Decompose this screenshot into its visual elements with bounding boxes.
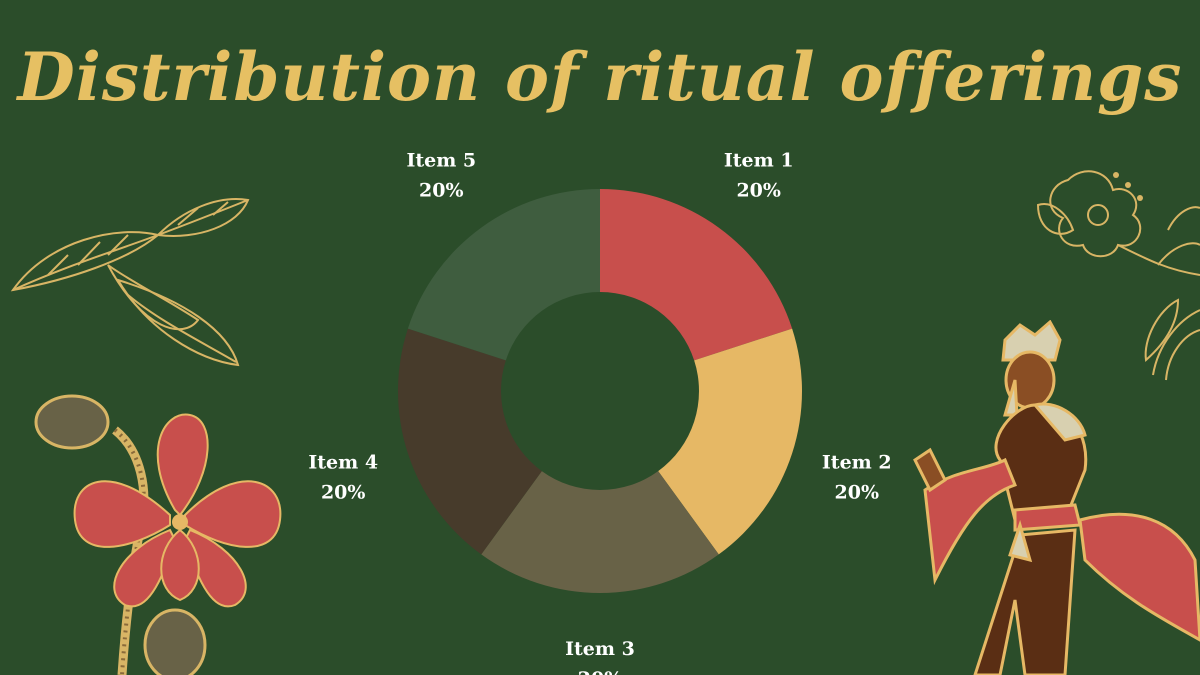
dancer-illustration	[913, 320, 1200, 675]
orchid-icon	[34, 394, 282, 675]
slice-label-4: Item 4	[308, 451, 378, 473]
donut-slice-1	[600, 189, 793, 361]
donut-slice-5	[407, 189, 600, 361]
leaf-branch-icon	[10, 198, 250, 367]
slice-value-2: 20%	[835, 481, 880, 503]
chart-title: Distribution of ritual offerings	[17, 38, 1183, 116]
slice-value-5: 20%	[419, 180, 464, 202]
donut-slice-2	[658, 328, 802, 555]
slice-label-1: Item 1	[724, 150, 794, 172]
slice-label-5: Item 5	[406, 150, 476, 172]
slice-value-1: 20%	[736, 180, 781, 202]
slice-value-4: 20%	[321, 481, 366, 503]
chart-labels: Item 1 20% Item 2 20% Item 3 20% Item 4 20% Item…	[308, 150, 891, 675]
flower-sprig-icon	[1036, 170, 1200, 381]
chart-slices	[398, 189, 802, 593]
donut-slice-4	[398, 328, 542, 555]
slice-value-3: 20%	[578, 668, 623, 675]
donut-slice-3	[481, 471, 719, 593]
slice-label-2: Item 2	[822, 451, 892, 473]
slice-label-3: Item 3	[565, 638, 635, 660]
